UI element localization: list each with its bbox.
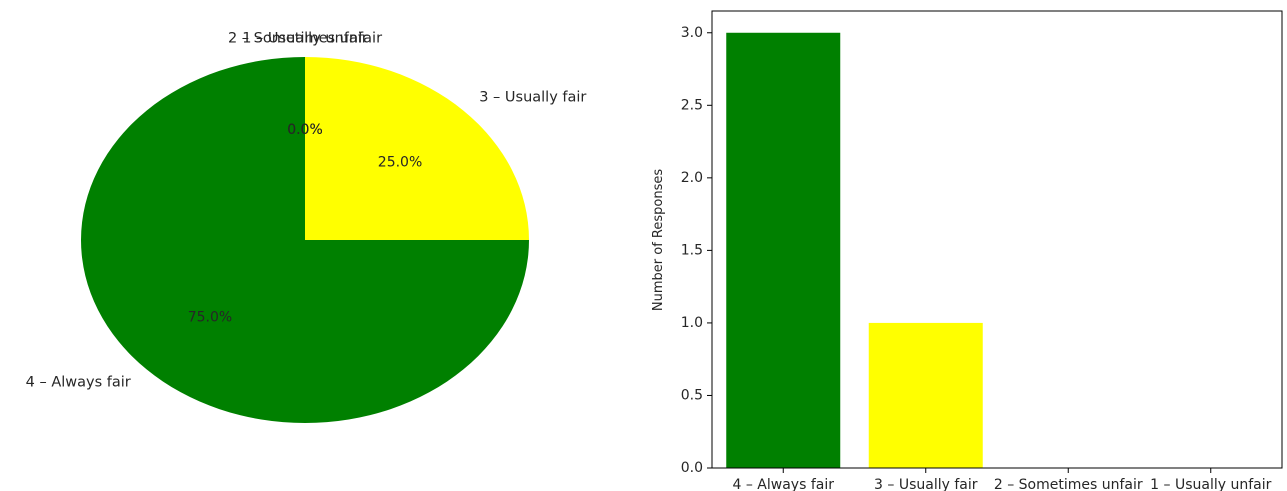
y-tick-label: 2.0	[681, 170, 703, 186]
pie-label-1-usually-unfair: 1 – Usually unfair	[242, 31, 368, 47]
y-axis: 0.0 0.5 1.0 1.5 2.0 2.5 3.0	[681, 25, 712, 476]
pie-slice-3-usually-fair	[305, 57, 529, 240]
y-tick-label: 0.5	[681, 387, 703, 403]
pie-label-2-sometimes-unfair: 2 – Sometimes unfair	[228, 31, 382, 47]
pie-percent-4-always-fair: 75.0%	[188, 310, 232, 326]
bar-group	[726, 32, 983, 469]
y-tick-label: 1.0	[681, 315, 703, 331]
y-tick-label: 2.5	[681, 97, 703, 113]
x-tick-label-1-usually-unfair: 1 – Usually unfair	[1150, 477, 1271, 491]
bar-3-usually-fair	[868, 322, 983, 468]
x-tick-label-4-always-fair: 4 – Always fair	[733, 477, 835, 491]
bar-chart: 0.0 0.5 1.0 1.5 2.0 2.5 3.0 4 – Always fair 3 –…	[651, 10, 1283, 491]
x-axis: 4 – Always fair 3 – Usually fair 2 – Somet…	[733, 468, 1272, 491]
x-tick-label-2-sometimes-unfair: 2 – Sometimes unfair	[994, 477, 1143, 491]
pie-percent-3-usually-fair: 25.0%	[378, 154, 422, 170]
y-tick-label: 1.5	[681, 242, 703, 258]
pie-chart: 4 – Always fair 75.0% 3 – Usually fair 25.0…	[26, 31, 586, 423]
pie-percent-2-sometimes-unfair: 0.0%	[287, 122, 323, 138]
y-tick-label: 3.0	[681, 25, 703, 41]
y-tick-label: 0.0	[681, 460, 703, 476]
bar-4-always-fair	[726, 32, 841, 469]
y-axis-label: Number of Responses	[651, 169, 666, 311]
pie-percent-1-usually-unfair: 0.0%	[287, 122, 323, 138]
bar-plot-frame	[711, 10, 1283, 469]
pie-label-3-usually-fair: 3 – Usually fair	[479, 90, 586, 106]
pie-label-4-always-fair: 4 – Always fair	[26, 374, 131, 390]
x-tick-label-3-usually-fair: 3 – Usually fair	[874, 477, 978, 491]
